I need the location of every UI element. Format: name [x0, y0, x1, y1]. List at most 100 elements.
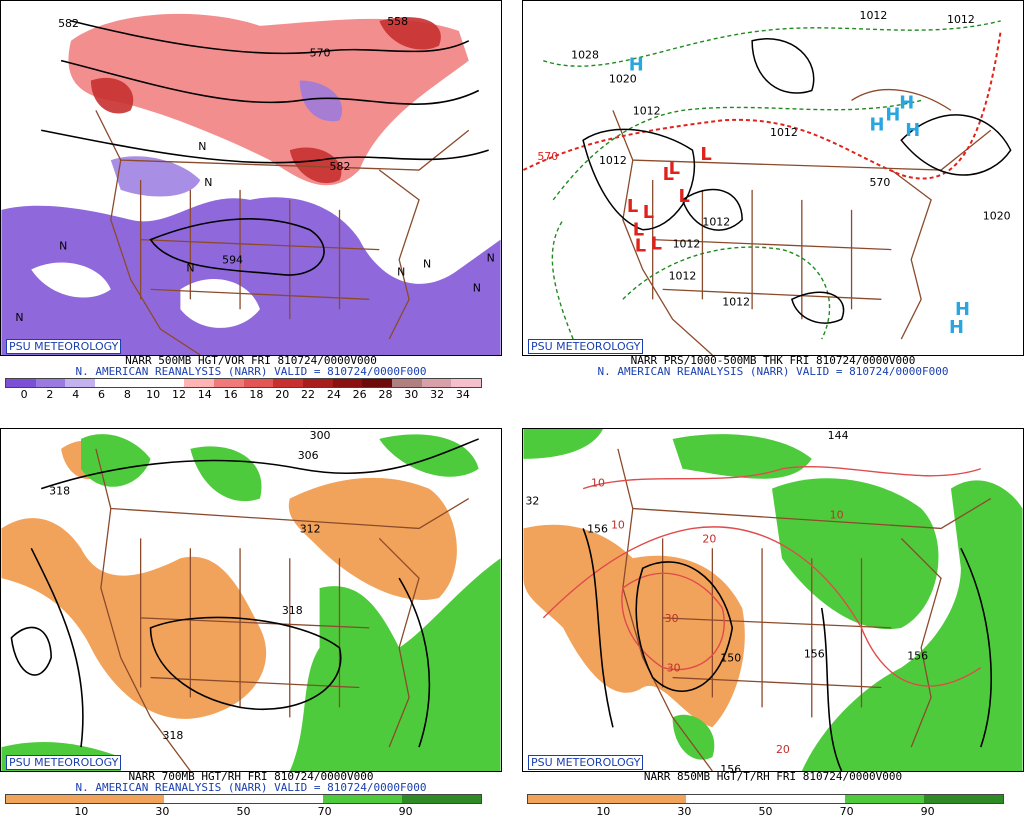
low-marker: L: [663, 164, 674, 185]
tick-label: 50: [758, 805, 773, 818]
vorticity-colorbar: [5, 378, 482, 388]
thickness-label: 570: [537, 150, 558, 163]
vort-label: N: [15, 311, 23, 324]
vort-label: N: [487, 252, 495, 265]
vort-bin: [332, 379, 363, 387]
rh-bin: [765, 795, 845, 803]
rh-bin: [6, 795, 86, 803]
high-marker: H: [629, 55, 644, 76]
map-850mb: 144 32 156 150 156 156 156 10 10 20 30 3…: [522, 428, 1024, 772]
height-contours-500mb: [41, 20, 489, 276]
contour-label: 318: [163, 729, 184, 742]
rh-bin: [607, 795, 687, 803]
pressure-label: 1020: [609, 73, 637, 86]
caption-line1: NARR PRS/1000-500MB THK FRI 810724/0000V…: [630, 354, 916, 367]
pressure-contours: [582, 38, 1012, 324]
caption-line1: NARR 500MB HGT/VOR FRI 810724/0000V000: [125, 354, 377, 367]
low-marker: L: [635, 236, 646, 257]
vort-negative-region: [1, 197, 501, 355]
rh-colorbar-ticks: 10 30 50 70 90: [527, 805, 1004, 818]
low-marker: L: [633, 220, 644, 241]
vort-bin: [421, 379, 452, 387]
caption-line2: N. AMERICAN REANALYSIS (NARR) VALID = 81…: [75, 365, 427, 378]
tick-label: 22: [301, 388, 316, 401]
thickness-570-line: [523, 30, 1002, 180]
vort-positive-region: [68, 13, 469, 186]
map-thickness-canvas: 1012 1012 1028 1020 1012 1012 1012 1012 …: [523, 9, 1012, 355]
contour-label: 558: [387, 15, 408, 28]
rh-bin: [686, 795, 766, 803]
pressure-label: 1020: [983, 210, 1011, 223]
pressure-label: 1012: [947, 13, 975, 26]
rh-moist-regions: [523, 429, 1023, 771]
thickness-lines: [543, 20, 1001, 340]
rh-colorbar: [5, 794, 482, 804]
pressure-label: 1012: [770, 126, 798, 139]
vort-bin: [35, 379, 66, 387]
vort-bin: [302, 379, 333, 387]
temperature-label: 10: [591, 477, 605, 490]
tick-label: 90: [920, 805, 935, 818]
pressure-label: 1012: [599, 154, 627, 167]
vort-bin: [124, 379, 155, 387]
map-thickness: 1012 1012 1028 1020 1012 1012 1012 1012 …: [522, 0, 1024, 356]
map-500mb-canvas: 582 558 570 582 594 N N N N N N N N N: [1, 13, 501, 355]
low-marker: L: [651, 234, 662, 255]
tick-label: 28: [378, 388, 393, 401]
map-500mb: 582 558 570 582 594 N N N N N N N N N PS…: [0, 0, 502, 356]
vort-label: N: [423, 257, 431, 270]
panel-500mb: 582 558 570 582 594 N N N N N N N N N PS…: [0, 0, 502, 402]
tick-label: 30: [404, 388, 419, 401]
map-700mb: 300 306 312 318 318 318 PSU METEOROLOGY: [0, 428, 502, 772]
contour-label: 150: [720, 652, 741, 665]
rh-colorbar: [527, 794, 1004, 804]
pressure-label: 1012: [673, 238, 701, 251]
borders-850mb: [617, 448, 992, 771]
map-700mb-canvas: 300 306 312 318 318 318: [1, 429, 501, 771]
brand-badge: PSU METEOROLOGY: [528, 339, 644, 354]
vort-label: N: [204, 176, 212, 189]
brand-badge: PSU METEOROLOGY: [528, 755, 644, 770]
contour-label: 594: [222, 254, 243, 267]
vort-bin: [6, 379, 36, 387]
rh-bin: [923, 795, 1004, 803]
vort-bin: [451, 379, 481, 387]
brand-badge: PSU METEOROLOGY: [6, 755, 122, 770]
rh-bin: [164, 795, 244, 803]
temperature-label: 30: [667, 662, 681, 675]
high-marker: H: [955, 299, 970, 320]
pressure-label: 1012: [633, 104, 661, 117]
vorticity-colorbar-ticks: 0 2 4 6 8 10 12 14 16 18 20 22 24 26 28 30 32 34: [5, 388, 482, 401]
tick-label: 70: [317, 805, 332, 818]
pressure-label: 1012: [702, 216, 730, 229]
tick-label: 4: [72, 388, 80, 401]
low-marker: L: [669, 158, 680, 179]
vort-bin: [95, 379, 125, 387]
pressure-label: 1012: [722, 295, 750, 308]
map-850mb-canvas: 144 32 156 150 156 156 156 10 10 20 30 3…: [523, 429, 1023, 771]
temperature-label: 30: [665, 612, 679, 625]
vort-bin: [243, 379, 274, 387]
vort-white-hole: [31, 262, 260, 328]
tick-label: 32: [430, 388, 445, 401]
vort-bin: [362, 379, 392, 387]
tick-label: 70: [839, 805, 854, 818]
contour-label: 32: [525, 495, 539, 508]
tick-label: 8: [123, 388, 131, 401]
vort-bin: [184, 379, 214, 387]
tick-label: 16: [223, 388, 238, 401]
high-marker: H: [885, 104, 900, 125]
contour-label: 582: [58, 17, 79, 30]
tick-label: 18: [249, 388, 264, 401]
pressure-label: 1012: [860, 9, 888, 22]
temperature-label: 20: [702, 532, 716, 545]
vort-label: N: [198, 140, 206, 153]
contour-label: 570: [310, 47, 331, 60]
high-marker: H: [905, 120, 920, 141]
rh-bin: [85, 795, 165, 803]
tick-label: 6: [98, 388, 106, 401]
tick-label: 12: [171, 388, 186, 401]
vort-strong-region: [90, 17, 441, 184]
borders-700mb: [95, 448, 470, 771]
height-contours-700mb: [10, 438, 479, 748]
